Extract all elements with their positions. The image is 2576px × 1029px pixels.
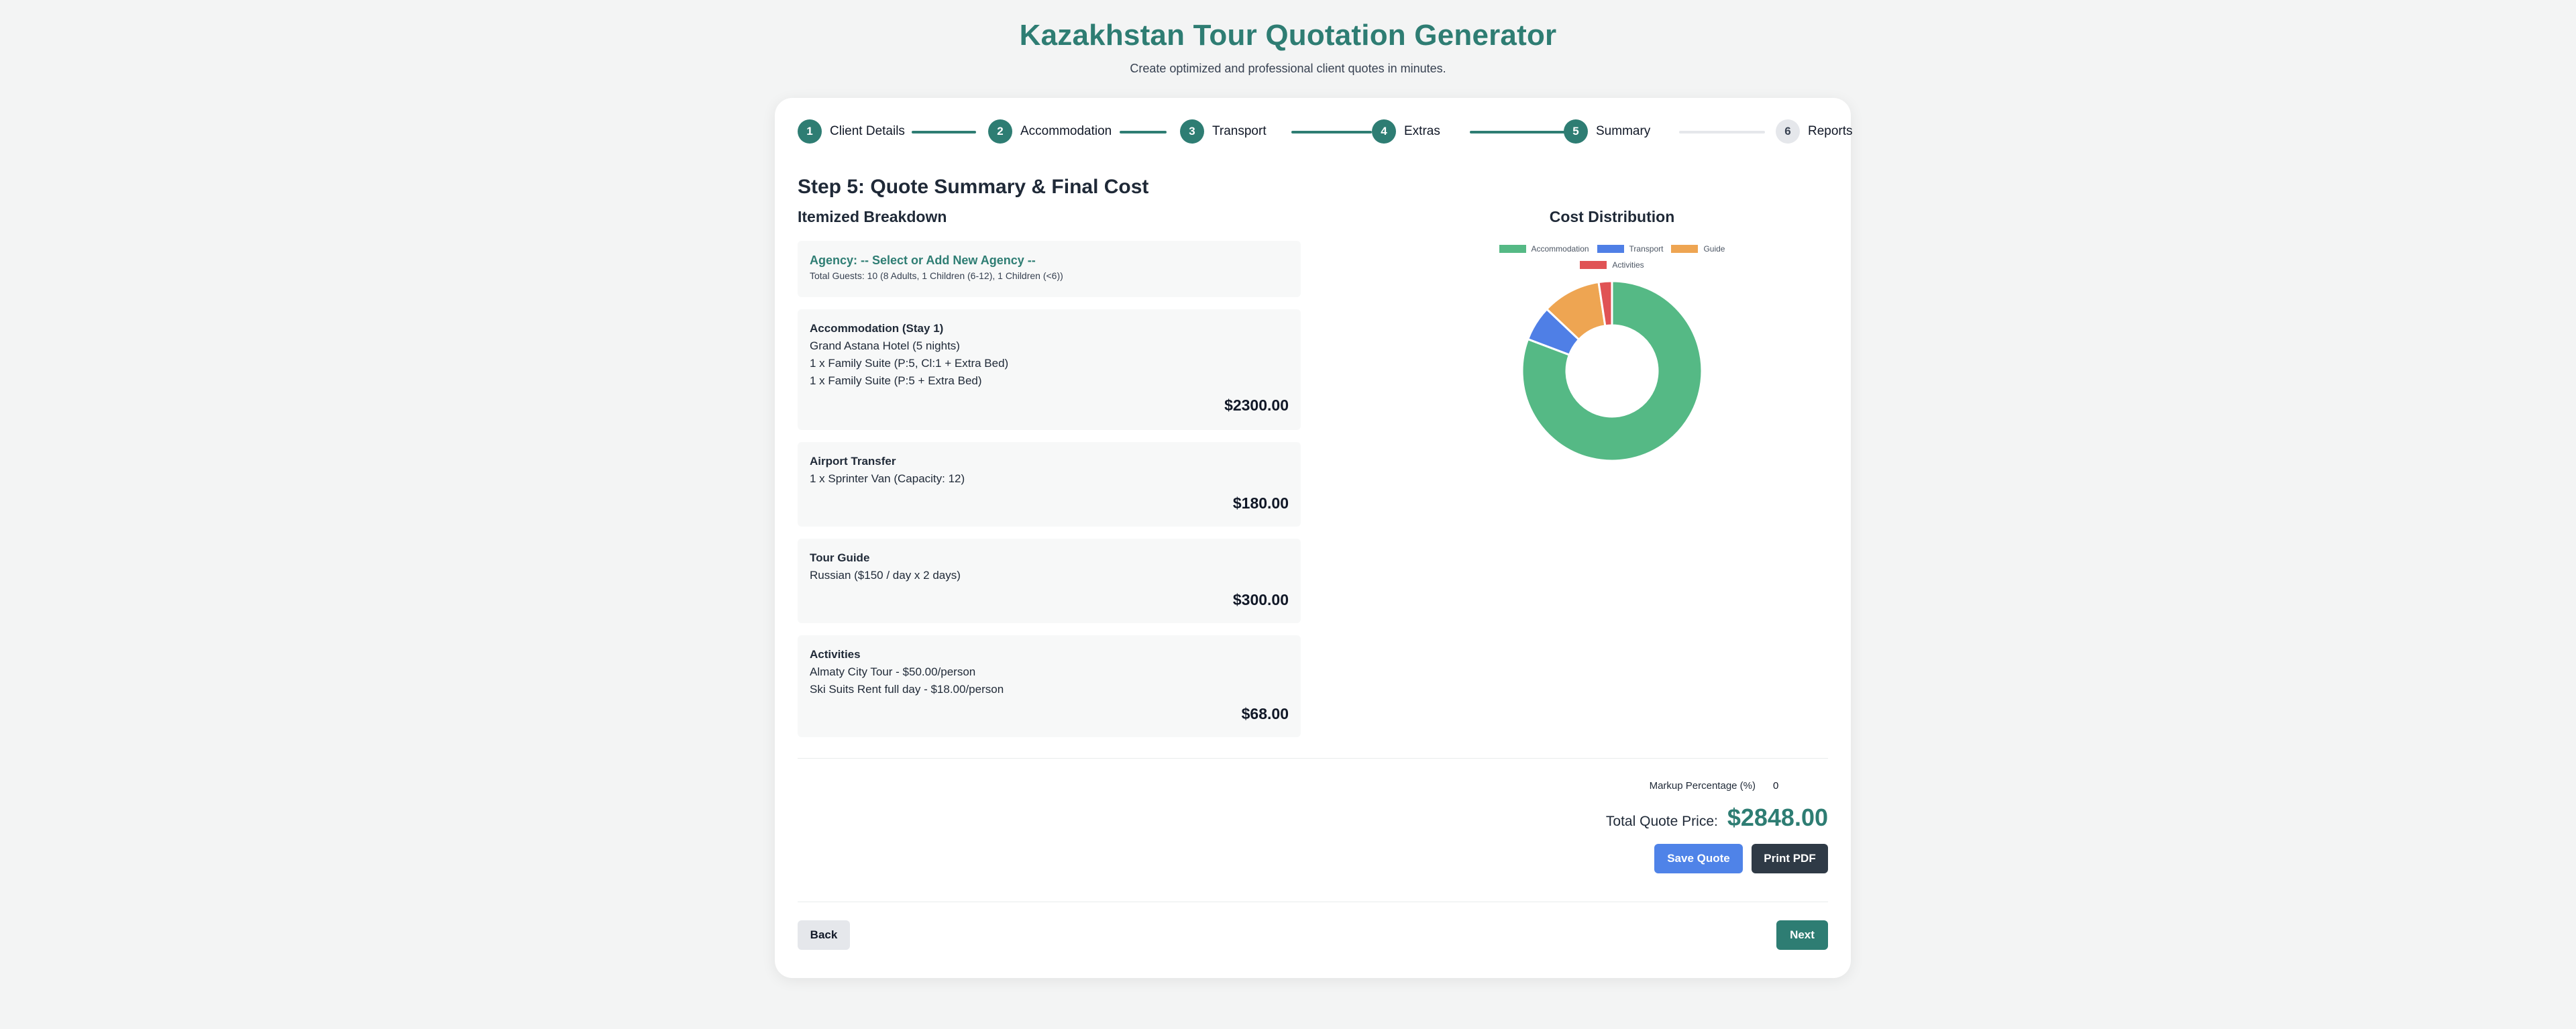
- step-label: Client Details: [830, 124, 905, 138]
- item-price: $180.00: [1232, 494, 1289, 512]
- step-connector: [1291, 131, 1372, 133]
- legend-swatch: [1597, 245, 1624, 253]
- legend-swatch: [1499, 245, 1526, 253]
- guest-count: Total Guests: 10 (8 Adults, 1 Children (…: [810, 270, 1063, 281]
- breakdown-title: Itemized Breakdown: [798, 208, 947, 225]
- agency-label: Agency: -- Select or Add New Agency --: [810, 254, 1036, 267]
- item-title: Activities: [810, 648, 861, 661]
- item-line: 1 x Sprinter Van (Capacity: 12): [810, 472, 965, 485]
- chart-legend: Accommodation Transport Guide Activities: [1468, 241, 1756, 273]
- slice-activities[interactable]: [1597, 280, 1613, 327]
- markup-input[interactable]: [1772, 775, 1815, 796]
- step-number: 1: [798, 119, 822, 144]
- item-line: 1 x Family Suite (P:5, Cl:1 + Extra Bed): [810, 357, 1009, 370]
- cost-distribution: Cost Distribution Accommodation Transpor…: [1411, 208, 1813, 471]
- item-title: Tour Guide: [810, 551, 870, 564]
- quote-card: 1 Client Details 2 Accommodation 3 Trans…: [775, 98, 1853, 978]
- item-price: $2300.00: [1224, 396, 1289, 414]
- print-pdf-button[interactable]: Print PDF: [1752, 844, 1828, 873]
- step-label: Extras: [1404, 124, 1440, 138]
- page-header: Kazakhstan Tour Quotation Generator Crea…: [0, 0, 2576, 76]
- step-label: Summary: [1596, 124, 1651, 138]
- step-number: 5: [1564, 119, 1588, 144]
- item-line: Grand Astana Hotel (5 nights): [810, 339, 960, 352]
- stepper: 1 Client Details 2 Accommodation 3 Trans…: [798, 119, 1853, 149]
- step-transport[interactable]: 3 Transport: [1180, 119, 1267, 144]
- item-line: Ski Suits Rent full day - $18.00/person: [810, 683, 1004, 696]
- itemized-breakdown: Itemized Breakdown Agency: -- Select or …: [798, 208, 1301, 737]
- step-heading: Step 5: Quote Summary & Final Cost: [798, 176, 1149, 198]
- distribution-title: Cost Distribution: [1549, 208, 1675, 225]
- item-title: Airport Transfer: [810, 455, 896, 468]
- legend-label: Activities: [1612, 260, 1644, 270]
- step-number: 2: [988, 119, 1012, 144]
- step-label: Transport: [1212, 124, 1267, 138]
- step-number: 6: [1776, 119, 1800, 144]
- legend-label: Transport: [1629, 244, 1664, 254]
- slice-accommodation[interactable]: [1521, 280, 1703, 462]
- back-button[interactable]: Back: [798, 920, 850, 950]
- step-reports[interactable]: 6 Reports: [1776, 119, 1853, 144]
- agency-box: Agency: -- Select or Add New Agency -- T…: [798, 241, 1301, 297]
- item-price: $68.00: [1241, 705, 1289, 722]
- total-label: Total Quote Price:: [1605, 814, 1718, 829]
- item-tour-guide: Tour Guide Russian ($150 / day x 2 days)…: [798, 539, 1301, 623]
- step-number: 4: [1372, 119, 1396, 144]
- divider: [798, 758, 1828, 759]
- total-row: Total Quote Price: $2848.00: [1606, 804, 1828, 832]
- legend-item[interactable]: Transport: [1597, 241, 1664, 257]
- step-label: Accommodation: [1020, 124, 1112, 138]
- page-subtitle: Create optimized and professional client…: [1130, 62, 1446, 75]
- item-activities: Activities Almaty City Tour - $50.00/per…: [798, 635, 1301, 737]
- legend-item[interactable]: Guide: [1671, 241, 1725, 257]
- legend-item[interactable]: Activities: [1580, 257, 1644, 273]
- legend-label: Accommodation: [1531, 244, 1589, 254]
- step-accommodation[interactable]: 2 Accommodation: [988, 119, 1112, 144]
- step-connector: [912, 131, 976, 133]
- step-number: 3: [1180, 119, 1204, 144]
- item-line: 1 x Family Suite (P:5 + Extra Bed): [810, 374, 982, 387]
- legend-item[interactable]: Accommodation: [1499, 241, 1589, 257]
- item-accommodation: Accommodation (Stay 1) Grand Astana Hote…: [798, 309, 1301, 430]
- doughnut-chart: [1521, 280, 1703, 462]
- item-line: Russian ($150 / day x 2 days): [810, 569, 961, 582]
- step-connector: [1679, 131, 1765, 133]
- step-extras[interactable]: 4 Extras: [1372, 119, 1440, 144]
- item-price: $300.00: [1232, 591, 1289, 608]
- markup-label: Markup Percentage (%): [1649, 779, 1756, 792]
- legend-label: Guide: [1703, 244, 1725, 254]
- total-value: $2848.00: [1727, 804, 1828, 831]
- next-button[interactable]: Next: [1776, 920, 1828, 950]
- item-line: Almaty City Tour - $50.00/person: [810, 665, 976, 678]
- save-quote-button[interactable]: Save Quote: [1654, 844, 1743, 873]
- page-title: Kazakhstan Tour Quotation Generator: [1019, 19, 1557, 52]
- legend-swatch: [1671, 245, 1699, 253]
- step-connector: [1120, 131, 1167, 133]
- step-label: Reports: [1808, 124, 1853, 138]
- step-connector: [1470, 131, 1568, 133]
- legend-swatch: [1580, 261, 1607, 269]
- item-airport-transfer: Airport Transfer 1 x Sprinter Van (Capac…: [798, 442, 1301, 527]
- markup-row: Markup Percentage (%): [1650, 775, 1815, 796]
- item-title: Accommodation (Stay 1): [810, 322, 944, 335]
- step-summary[interactable]: 5 Summary: [1564, 119, 1650, 144]
- step-client-details[interactable]: 1 Client Details: [798, 119, 905, 144]
